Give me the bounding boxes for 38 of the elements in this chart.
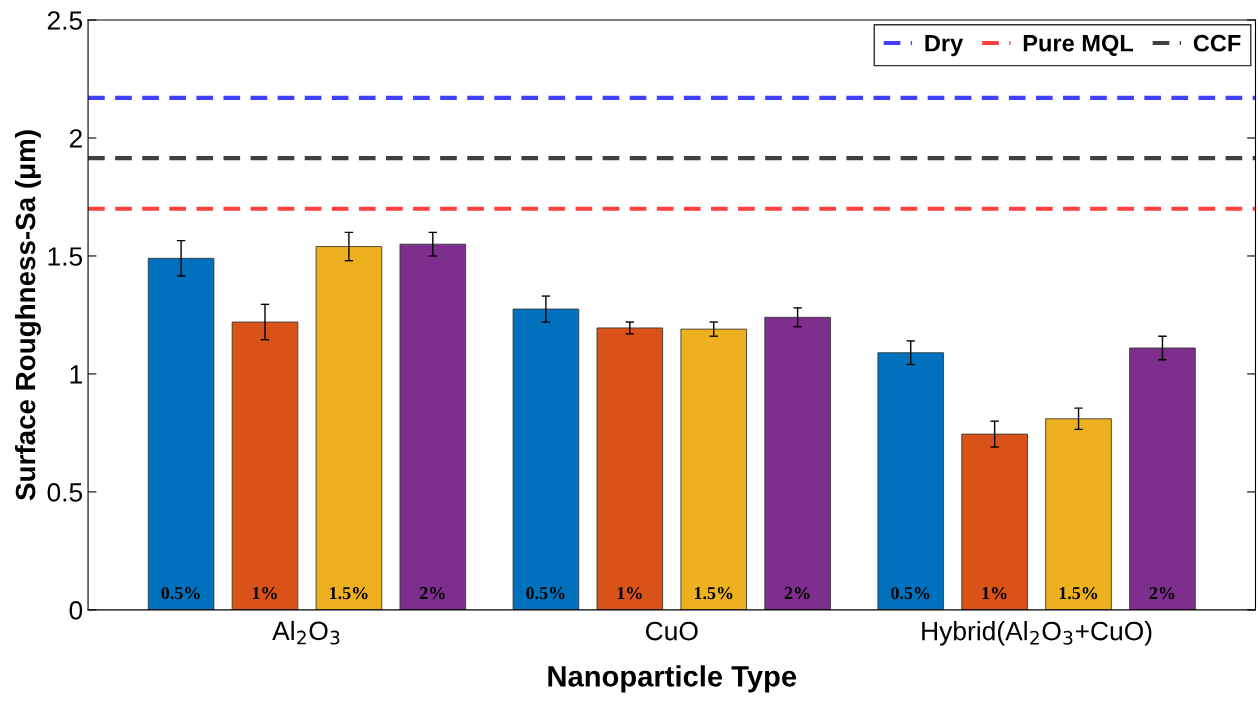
x-tick-label: Al$_{2}$O$_{3}$ bbox=[272, 620, 340, 645]
x-axis-title: Nanoparticle Type bbox=[548, 665, 797, 693]
bar bbox=[399, 243, 467, 610]
series-label: 1% bbox=[252, 586, 277, 600]
text: 1.5% bbox=[694, 586, 733, 600]
bar bbox=[961, 433, 1028, 610]
legend-label: Dry bbox=[925, 35, 964, 57]
legend-label: Pure MQL bbox=[1023, 34, 1134, 56]
text: 1.5% bbox=[1059, 586, 1098, 600]
y-tick-label: 1 bbox=[70, 365, 82, 384]
series-label: 1.5% bbox=[330, 586, 368, 600]
x-tick-label: Hybrid(Al$_{2}$O$_{3}$+CuO) bbox=[922, 621, 1152, 646]
y-tick-label: 0 bbox=[69, 601, 83, 620]
y-tick-label: 2 bbox=[69, 129, 82, 148]
text: 1% bbox=[982, 586, 1007, 600]
series-label: 2% bbox=[420, 586, 445, 600]
text: 2% bbox=[784, 586, 810, 600]
series-label: 0.5% bbox=[161, 586, 200, 600]
bar bbox=[315, 246, 383, 610]
bar bbox=[1129, 347, 1196, 610]
y-tick-label: 1.5 bbox=[48, 247, 83, 266]
legend-label: CCF bbox=[1193, 34, 1241, 52]
bar bbox=[231, 321, 299, 610]
bar bbox=[764, 316, 831, 610]
bar bbox=[512, 308, 580, 610]
text: 0.5% bbox=[891, 586, 930, 600]
text: 1% bbox=[617, 586, 642, 600]
x-tick-label: CuO bbox=[645, 621, 698, 641]
bar bbox=[877, 352, 944, 610]
bar bbox=[596, 327, 664, 610]
text: 0.5% bbox=[526, 586, 565, 600]
bar bbox=[1045, 418, 1112, 610]
bar bbox=[680, 328, 747, 610]
y-tick-label: 2.5 bbox=[47, 11, 83, 30]
y-tick-label: 0.5 bbox=[47, 483, 83, 502]
bar bbox=[147, 257, 215, 610]
text: 2% bbox=[1149, 586, 1175, 600]
y-axis-title: Surface Roughness-Sa (μm) bbox=[14, 130, 41, 501]
